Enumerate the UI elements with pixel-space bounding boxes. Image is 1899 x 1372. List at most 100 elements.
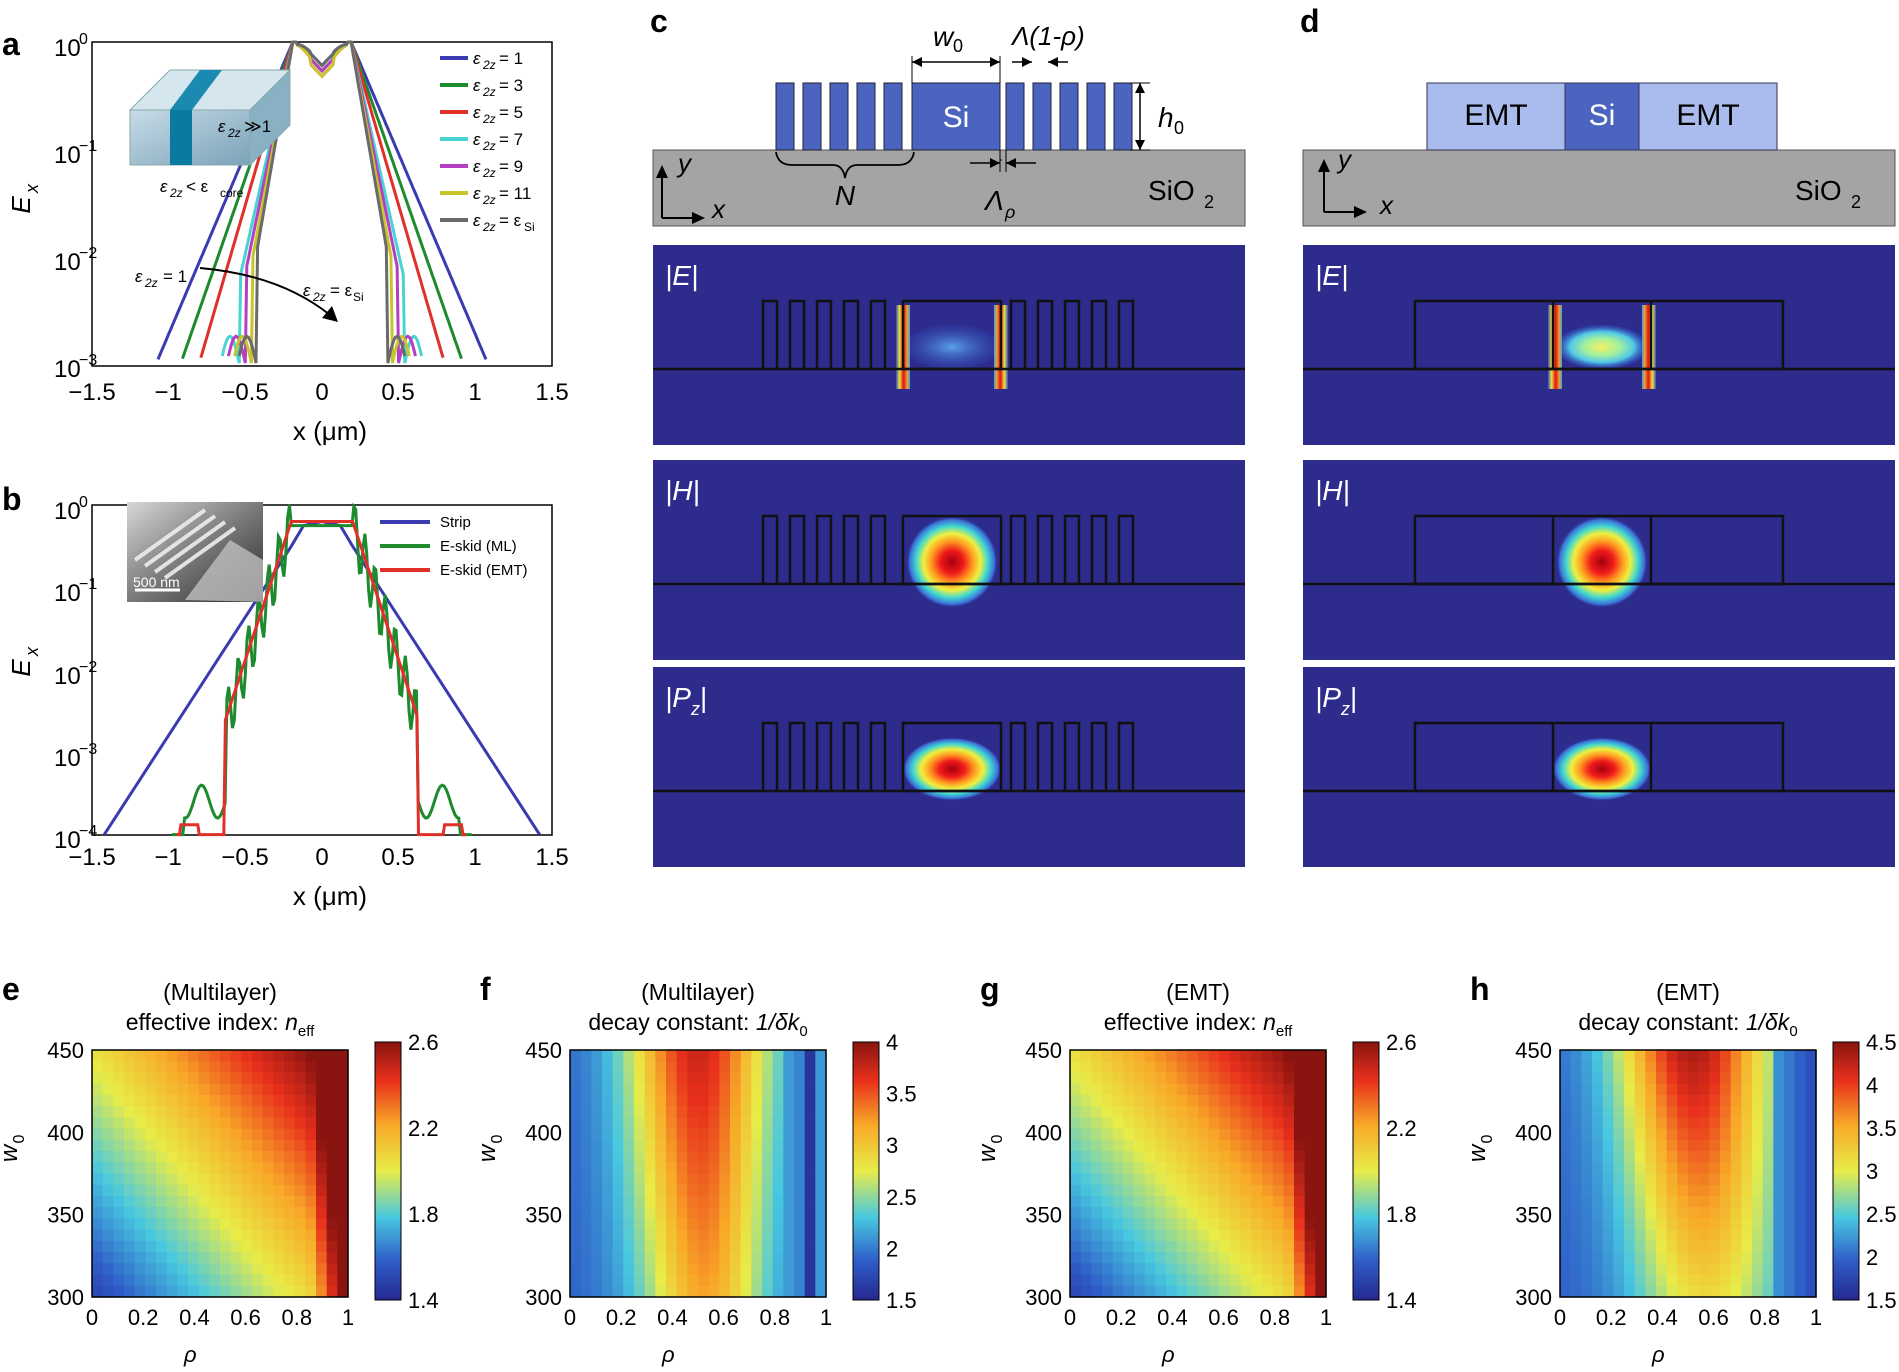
heat-cell-h [1645,1106,1657,1118]
heat-cell-e [316,1263,328,1276]
heat-cell-e [124,1162,136,1175]
heat-cell-g [1230,1061,1242,1074]
map-xtick-e-3: 0.6 [230,1305,261,1330]
heat-cell-g [1187,1195,1199,1208]
heat-cell-f [580,1252,592,1264]
heat-cell-e [241,1263,253,1276]
map-ytick-g-0: 450 [1025,1038,1062,1063]
heat-cell-e [252,1195,264,1208]
heat-cell-g [1134,1083,1146,1096]
heat-cell-f [602,1072,614,1085]
heat-cell-h [1762,1083,1774,1096]
heat-cell-h [1773,1139,1785,1152]
heat-cell-h [1602,1207,1614,1220]
heat-cell-g [1219,1285,1231,1298]
heat-cell-f [804,1263,816,1276]
heat-cell-h [1709,1218,1721,1231]
y-axis-label-b: E x [6,646,42,677]
heat-cell-h [1592,1173,1604,1186]
heat-cell-h [1709,1184,1721,1197]
x-tick-a-3: 0 [315,379,328,406]
heat-cell-f [655,1050,667,1062]
heat-cell-f [762,1240,774,1253]
heat-cell-g [1272,1229,1284,1242]
heat-cell-e [241,1050,253,1062]
heat-cell-e [273,1285,285,1298]
heat-cell-e [294,1195,306,1208]
heat-cell-h [1602,1184,1614,1197]
heat-cell-f [740,1252,752,1264]
heat-cell-h [1560,1285,1572,1298]
heat-cell-g [1230,1229,1242,1242]
heat-cell-h [1645,1139,1657,1152]
heat-cell-f [634,1195,646,1208]
heat-cell-f [676,1263,688,1276]
heat-cell-h [1698,1207,1710,1220]
heat-cell-e [220,1184,232,1197]
heat-cell-f [804,1083,816,1096]
map-ylabel-h: w0 [1464,1135,1496,1163]
heat-cell-e [156,1229,168,1242]
heat-cell-h [1773,1184,1785,1197]
heat-cell-e [241,1128,253,1141]
heat-cell-e [134,1195,146,1208]
heat-cell-g [1112,1252,1124,1264]
heat-cell-h [1570,1207,1582,1220]
heat-cell-h [1741,1195,1753,1208]
field-edge-left-d [1548,305,1562,389]
heat-cell-f [676,1061,688,1074]
heat-cell-e [92,1173,104,1186]
heat-cell-h [1794,1061,1806,1074]
heat-cell-h [1741,1139,1753,1152]
heat-cell-g [1251,1162,1263,1175]
heat-cell-g [1208,1106,1220,1118]
heat-cell-e [177,1285,189,1298]
heat-cell-h [1570,1106,1582,1118]
panel-label-c: c [650,3,668,39]
heat-cell-g [1166,1117,1178,1130]
heat-cell-h [1581,1106,1593,1118]
heat-cell-f [570,1173,582,1186]
heat-cell-f [772,1094,784,1107]
heat-cell-h [1784,1218,1796,1231]
heat-cell-g [1134,1106,1146,1118]
heat-cell-g [1240,1240,1252,1253]
map-xtick-e-1: 0.2 [128,1305,159,1330]
legend-a-eps-5: ε [473,184,481,203]
heat-cell-h [1698,1184,1710,1197]
heat-cell-e [113,1207,125,1220]
map-panel-f: f (Multilayer)decay constant: 1/δk0450400… [474,971,917,1367]
heat-cell-g [1187,1184,1199,1197]
map-title1-g: (EMT) [1166,979,1230,1005]
heat-cell-g [1080,1128,1092,1141]
grating-bar-2 [829,82,849,151]
heat-cell-e [156,1207,168,1220]
svg-text:2z: 2z [312,290,326,304]
heat-cell-e [124,1128,136,1141]
outline-bar-c-1-0 [761,514,779,584]
heat-cell-e [198,1173,210,1186]
heat-cell-e [92,1274,104,1287]
heat-cell-g [1315,1218,1327,1231]
heat-cell-h [1581,1274,1593,1287]
heat-cell-f [591,1184,603,1197]
heat-cell-f [794,1094,806,1107]
heat-cell-f [570,1106,582,1118]
heat-cell-g [1187,1094,1199,1107]
svg-text:ε: ε [303,281,311,300]
heat-cell-h [1645,1117,1657,1130]
heat-cell-g [1155,1240,1167,1253]
heat-cell-g [1251,1083,1263,1096]
svg-text:10: 10 [54,827,81,854]
heat-cell-f [644,1229,656,1242]
heat-cell-g [1070,1195,1082,1208]
heat-cell-g [1304,1285,1316,1298]
heat-cell-g [1219,1139,1231,1152]
heat-cell-e [262,1218,274,1231]
colorbar-g [1352,1041,1380,1301]
heat-cell-g [1176,1151,1188,1163]
map-ytick-e-3: 300 [47,1285,84,1310]
field-map-d-1: |H| [1303,460,1895,660]
heat-cell-h [1624,1050,1636,1062]
heat-cell-g [1080,1117,1092,1130]
